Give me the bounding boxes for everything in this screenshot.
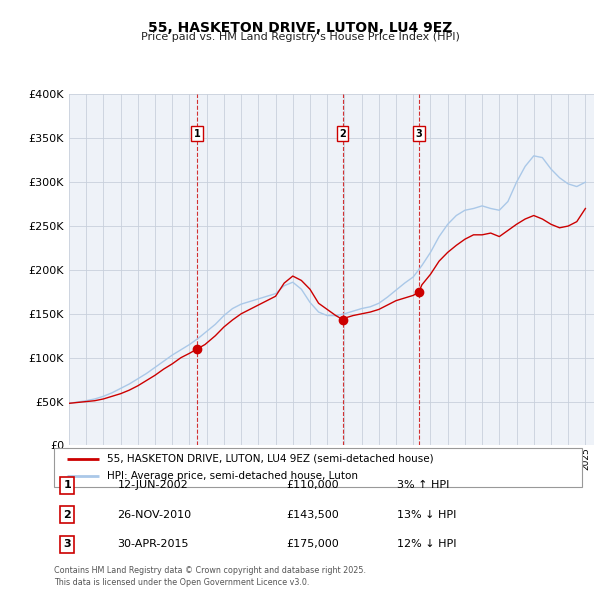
Text: Price paid vs. HM Land Registry's House Price Index (HPI): Price paid vs. HM Land Registry's House …: [140, 32, 460, 42]
Text: 1: 1: [64, 480, 71, 490]
Text: HPI: Average price, semi-detached house, Luton: HPI: Average price, semi-detached house,…: [107, 471, 358, 481]
Text: 55, HASKETON DRIVE, LUTON, LU4 9EZ: 55, HASKETON DRIVE, LUTON, LU4 9EZ: [148, 21, 452, 35]
FancyBboxPatch shape: [54, 448, 582, 487]
Text: £143,500: £143,500: [286, 510, 339, 520]
Text: 3: 3: [64, 539, 71, 549]
Text: 2: 2: [340, 129, 346, 139]
Text: 1: 1: [194, 129, 200, 139]
Text: 2: 2: [64, 510, 71, 520]
Text: 3% ↑ HPI: 3% ↑ HPI: [397, 480, 449, 490]
Text: Contains HM Land Registry data © Crown copyright and database right 2025.
This d: Contains HM Land Registry data © Crown c…: [54, 566, 366, 587]
Text: 13% ↓ HPI: 13% ↓ HPI: [397, 510, 457, 520]
Text: 3: 3: [416, 129, 422, 139]
Text: 26-NOV-2010: 26-NOV-2010: [118, 510, 191, 520]
Text: £110,000: £110,000: [286, 480, 339, 490]
Text: 12-JUN-2002: 12-JUN-2002: [118, 480, 188, 490]
Text: 12% ↓ HPI: 12% ↓ HPI: [397, 539, 457, 549]
Text: 30-APR-2015: 30-APR-2015: [118, 539, 189, 549]
Text: 55, HASKETON DRIVE, LUTON, LU4 9EZ (semi-detached house): 55, HASKETON DRIVE, LUTON, LU4 9EZ (semi…: [107, 454, 433, 464]
Text: £175,000: £175,000: [286, 539, 339, 549]
